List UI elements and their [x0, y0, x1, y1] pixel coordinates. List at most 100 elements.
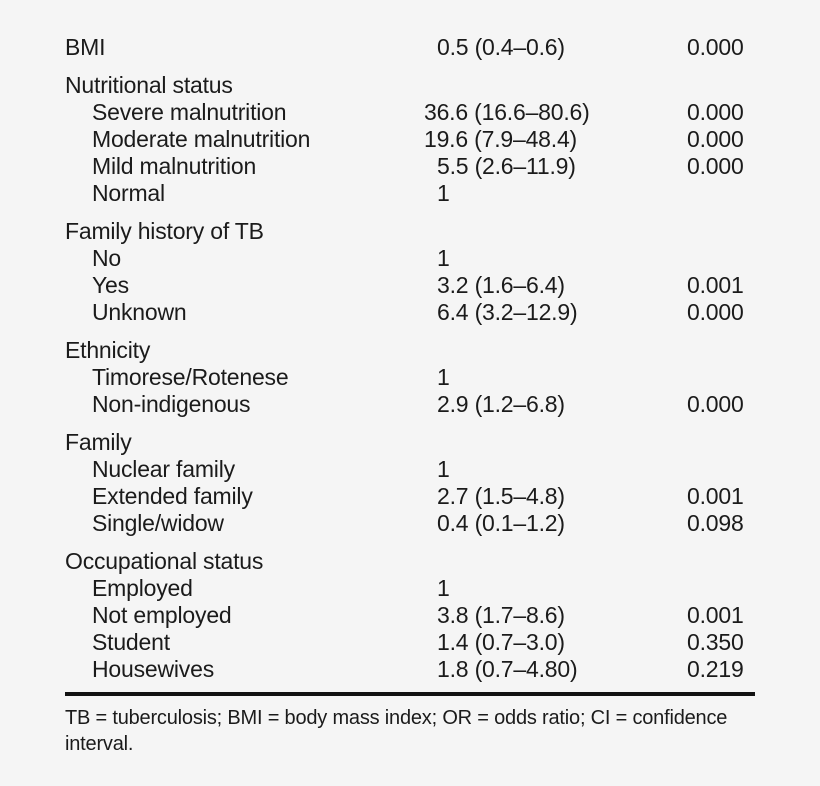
table-row: BMI 0.5 (0.4–0.6) 0.000: [65, 34, 755, 61]
or-ci-cell: 3.2 (1.6–6.4): [437, 272, 687, 299]
row-label: Non-indigenous: [92, 391, 251, 417]
or-ci-cell: 36.6 (16.6–80.6): [424, 99, 687, 126]
or-ci-value: 5.5 (2.6–11.9): [437, 153, 576, 179]
table-row: Normal 1: [65, 180, 755, 207]
row-label: Severe malnutrition: [92, 99, 287, 125]
row-label: Yes: [92, 272, 129, 298]
section-row: Occupational status: [65, 548, 755, 575]
footnote-line-1: TB = tuberculosis; BMI = body mass index…: [65, 707, 728, 729]
table-bottom-rule: [65, 692, 755, 696]
or-ci-value: 1: [437, 575, 450, 601]
or-ci-value: 3.2 (1.6–6.4): [437, 272, 565, 298]
or-ci-value: 1: [437, 245, 450, 271]
or-ci-cell: 0.5 (0.4–0.6): [437, 34, 687, 61]
table-row: Extended family 2.7 (1.5–4.8) 0.001: [65, 483, 755, 510]
or-ci-value: 1: [437, 456, 450, 482]
or-ci-value: 36.6 (16.6–80.6): [424, 99, 590, 125]
or-ci-cell: 3.8 (1.7–8.6): [437, 602, 687, 629]
section-label: Family: [65, 429, 132, 455]
p-value: [687, 575, 755, 602]
or-ci-cell: 2.7 (1.5–4.8): [437, 483, 687, 510]
table-row: Housewives 1.8 (0.7–4.80) 0.219: [65, 656, 755, 683]
section-label: Occupational status: [65, 548, 264, 574]
row-label: Timorese/Rotenese: [92, 364, 289, 390]
p-value: 0.000: [687, 99, 744, 125]
p-value: 0.000: [687, 299, 744, 325]
row-label: BMI: [65, 34, 106, 60]
table-row: No 1: [65, 245, 755, 272]
table-footnote: TB = tuberculosis; BMI = body mass index…: [65, 705, 765, 757]
p-value: 0.000: [687, 34, 744, 60]
or-ci-cell: 0.4 (0.1–1.2): [437, 510, 687, 537]
row-label: Single/widow: [92, 510, 224, 536]
p-value: 0.000: [687, 391, 744, 417]
p-value: 0.219: [687, 656, 744, 682]
row-label: Normal: [92, 180, 165, 206]
or-ci-cell: 19.6 (7.9–48.4): [424, 126, 687, 153]
table-row: Non-indigenous 2.9 (1.2–6.8) 0.000: [65, 391, 755, 418]
or-ci-cell: 2.9 (1.2–6.8): [437, 391, 687, 418]
section-row: Ethnicity: [65, 337, 755, 364]
table-row: Single/widow 0.4 (0.1–1.2) 0.098: [65, 510, 755, 537]
table-row: Student 1.4 (0.7–3.0) 0.350: [65, 629, 755, 656]
row-label: Mild malnutrition: [92, 153, 257, 179]
table-row: Timorese/Rotenese 1: [65, 364, 755, 391]
p-value: [687, 364, 755, 391]
row-label: No: [92, 245, 122, 271]
or-ci-cell: 1: [437, 364, 687, 391]
section-label: Nutritional status: [65, 72, 233, 98]
or-ci-value: 0.5 (0.4–0.6): [437, 34, 565, 60]
regression-table: BMI 0.5 (0.4–0.6) 0.000 Nutritional status S…: [65, 34, 755, 683]
or-ci-cell: 1: [437, 245, 687, 272]
or-ci-cell: 1.8 (0.7–4.80): [437, 656, 687, 683]
table-row: Not employed 3.8 (1.7–8.6) 0.001: [65, 602, 755, 629]
or-ci-value: 6.4 (3.2–12.9): [437, 299, 578, 325]
table-row: Employed 1: [65, 575, 755, 602]
footnote-line-2: interval.: [65, 733, 134, 755]
or-ci-cell: 5.5 (2.6–11.9): [437, 153, 687, 180]
or-ci-value: 2.9 (1.2–6.8): [437, 391, 565, 417]
or-ci-value: 1: [437, 364, 450, 390]
table-row: Severe malnutrition 36.6 (16.6–80.6) 0.000: [65, 99, 755, 126]
p-value: [687, 245, 755, 272]
or-ci-value: 1.4 (0.7–3.0): [437, 629, 565, 655]
p-value: [687, 180, 755, 207]
or-ci-value: 1.8 (0.7–4.80): [437, 656, 578, 682]
p-value: 0.000: [687, 153, 744, 179]
section-row: Family: [65, 429, 755, 456]
or-ci-value: 3.8 (1.7–8.6): [437, 602, 565, 628]
row-label: Extended family: [92, 483, 253, 509]
section-row: Nutritional status: [65, 72, 755, 99]
table-row: Unknown 6.4 (3.2–12.9) 0.000: [65, 299, 755, 326]
or-ci-cell: 1: [437, 456, 687, 483]
p-value: 0.001: [687, 272, 744, 298]
section-label: Ethnicity: [65, 337, 151, 363]
or-ci-value: 2.7 (1.5–4.8): [437, 483, 565, 509]
row-label: Moderate malnutrition: [92, 126, 311, 152]
or-ci-cell: 1: [437, 180, 687, 207]
table-row: Moderate malnutrition 19.6 (7.9–48.4) 0.00…: [65, 126, 755, 153]
p-value: 0.098: [687, 510, 744, 536]
row-label: Housewives: [92, 656, 214, 682]
or-ci-cell: 6.4 (3.2–12.9): [437, 299, 687, 326]
row-label: Employed: [92, 575, 193, 601]
table-row: Mild malnutrition 5.5 (2.6–11.9) 0.000: [65, 153, 755, 180]
row-label: Student: [92, 629, 170, 655]
or-ci-cell: 1: [437, 575, 687, 602]
section-row: Family history of TB: [65, 218, 755, 245]
p-value: 0.001: [687, 602, 744, 628]
or-ci-value: 1: [437, 180, 450, 206]
p-value: [687, 456, 755, 483]
or-ci-value: 0.4 (0.1–1.2): [437, 510, 565, 536]
or-ci-cell: 1.4 (0.7–3.0): [437, 629, 687, 656]
row-label: Unknown: [92, 299, 187, 325]
row-label: Nuclear family: [92, 456, 235, 482]
table-row: Nuclear family 1: [65, 456, 755, 483]
p-value: 0.350: [687, 629, 744, 655]
or-ci-value: 19.6 (7.9–48.4): [424, 126, 578, 152]
table-row: Yes 3.2 (1.6–6.4) 0.001: [65, 272, 755, 299]
p-value: 0.000: [687, 126, 744, 152]
p-value: 0.001: [687, 483, 744, 509]
section-label: Family history of TB: [65, 218, 264, 244]
row-label: Not employed: [92, 602, 232, 628]
